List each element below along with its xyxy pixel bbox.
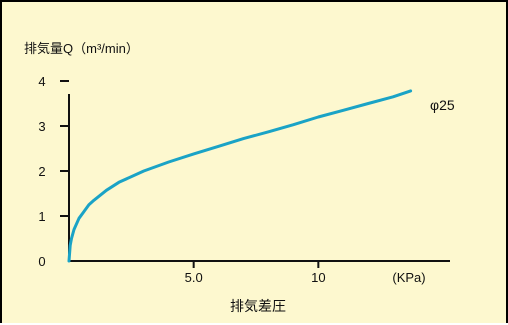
y-tick-label: 0 [38, 254, 45, 269]
x-axis-unit: (KPa) [392, 270, 425, 285]
y-tick-label: 1 [38, 209, 45, 224]
series-line [67, 89, 413, 263]
x-tick-label: 5.0 [185, 270, 203, 285]
y-tick-label: 4 [38, 74, 45, 89]
x-tick-label: 10 [311, 270, 325, 285]
y-tick-label: 2 [38, 164, 45, 179]
series-label: φ25 [430, 97, 455, 113]
y-tick-label: 3 [38, 119, 45, 134]
x-axis-label: 排気差圧 [230, 298, 286, 314]
y-axis-label: 排気量Q（m³/min） [24, 41, 139, 56]
